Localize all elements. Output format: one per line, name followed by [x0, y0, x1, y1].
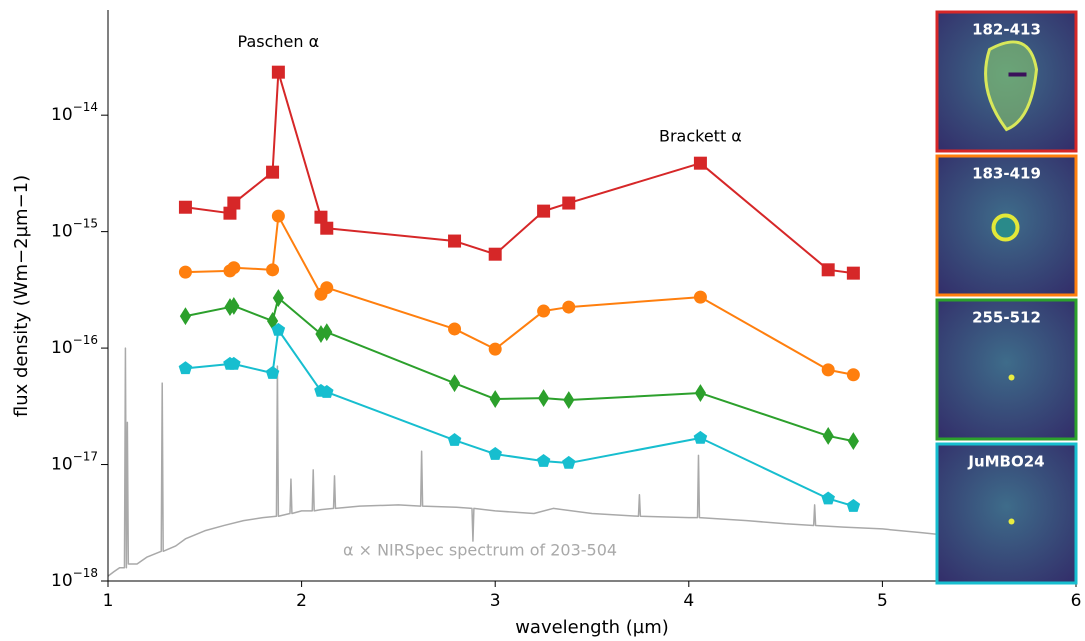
- marker: [693, 156, 707, 170]
- marker: [320, 221, 334, 235]
- marker: [314, 210, 328, 224]
- marker: [178, 265, 192, 279]
- marker: [272, 289, 284, 307]
- data-layer: [108, 65, 941, 577]
- y-tick-label: 10−15: [51, 216, 98, 242]
- thumbnail-object: [1008, 518, 1015, 525]
- legend-label: 182-413: [972, 21, 1041, 39]
- legend-label: 183-419: [972, 165, 1041, 183]
- thumbnail-image: [935, 442, 1078, 585]
- marker: [321, 323, 333, 342]
- marker: [846, 368, 860, 382]
- legend-thumbnail: 182-413: [935, 10, 1078, 153]
- series-line: [185, 297, 854, 443]
- marker: [265, 365, 280, 379]
- marker: [693, 290, 707, 304]
- y-tick-label: 10−17: [51, 449, 98, 475]
- marker: [821, 491, 835, 505]
- legend-thumbnail: 183-419: [935, 154, 1078, 297]
- series-line: [185, 71, 854, 275]
- marker: [320, 281, 334, 295]
- marker: [179, 307, 192, 326]
- marker: [448, 234, 462, 248]
- marker: [448, 322, 462, 336]
- marker: [266, 263, 280, 277]
- marker: [448, 374, 461, 393]
- marker: [846, 498, 861, 512]
- legend-thumbnail: JuMBO24: [935, 442, 1078, 585]
- marker: [694, 384, 707, 403]
- thumbnail-image: [935, 298, 1078, 441]
- marker: [489, 390, 501, 409]
- y-tick-label: 10−16: [51, 333, 98, 359]
- legend-thumbnail: 255-512: [935, 298, 1078, 441]
- y-tick-label: 10−18: [51, 566, 98, 592]
- marker: [488, 342, 502, 356]
- marker: [847, 432, 859, 451]
- marker: [488, 446, 502, 460]
- marker: [821, 363, 835, 377]
- marker: [271, 322, 286, 336]
- x-tick-label: 5: [877, 591, 888, 611]
- spectrum-line: [108, 347, 941, 577]
- marker: [319, 384, 334, 398]
- x-tick-label: 2: [296, 591, 307, 611]
- marker: [537, 304, 551, 318]
- legend-label: 255-512: [972, 309, 1041, 327]
- x-tick-label: 4: [683, 591, 694, 611]
- annotation: Brackett α: [659, 126, 742, 145]
- thumbnail-object: [991, 213, 1020, 242]
- y-tick-label: 10−14: [51, 100, 98, 126]
- thumbnail-object: [1008, 72, 1027, 77]
- legend-label: JuMBO24: [967, 453, 1044, 471]
- x-tick-label: 6: [1071, 591, 1082, 611]
- marker: [561, 455, 576, 469]
- marker: [227, 261, 241, 275]
- marker: [536, 454, 551, 467]
- marker: [538, 389, 550, 408]
- spectrum-label: α × NIRSpec spectrum of 203-504: [343, 541, 617, 560]
- marker: [178, 200, 192, 214]
- marker: [537, 204, 551, 218]
- marker: [693, 430, 708, 444]
- thumbnail-object: [1008, 374, 1015, 381]
- marker: [488, 247, 502, 261]
- x-axis-label: wavelength (µm): [515, 617, 669, 638]
- x-tick-label: 3: [490, 591, 501, 611]
- marker: [271, 209, 285, 223]
- marker: [228, 297, 240, 315]
- marker: [271, 65, 285, 79]
- marker: [822, 427, 834, 445]
- marker: [227, 356, 241, 370]
- marker: [227, 196, 241, 210]
- marker: [821, 263, 835, 277]
- y-axis-label: flux density (Wm−2µm−1): [11, 175, 32, 417]
- x-tick-label: 1: [103, 591, 114, 611]
- thumbnail-object: [984, 40, 1039, 132]
- marker: [447, 433, 462, 446]
- marker: [562, 300, 576, 314]
- marker: [178, 361, 193, 375]
- series-line: [185, 329, 854, 508]
- marker: [563, 391, 575, 409]
- series-line: [185, 215, 854, 376]
- marker: [846, 266, 860, 280]
- marker: [266, 165, 280, 179]
- marker: [562, 196, 576, 210]
- annotation: Paschen α: [238, 32, 320, 51]
